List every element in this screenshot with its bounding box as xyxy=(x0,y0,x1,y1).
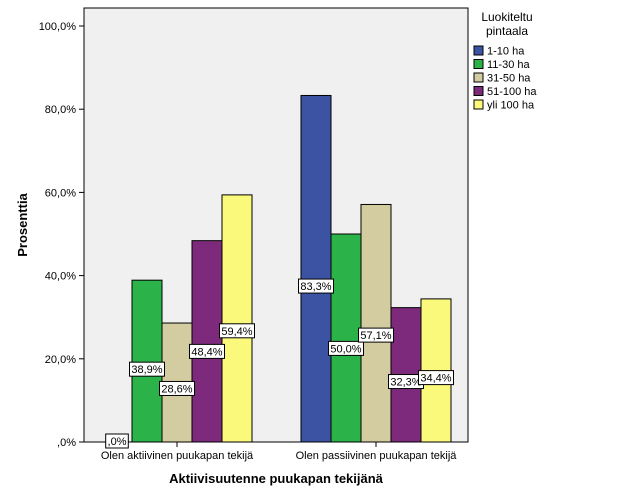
legend-item: 1-10 ha xyxy=(473,45,525,58)
x-axis-title: Aktiivisuutenne puukapan tekijänä xyxy=(169,471,384,486)
legend-title: Luokiteltu xyxy=(481,10,532,24)
data-label: 50,0% xyxy=(328,340,364,356)
bar xyxy=(131,279,163,443)
svg-text:83,3%: 83,3% xyxy=(300,281,331,293)
legend-item: 31-50 ha xyxy=(473,72,531,85)
svg-text:50,0%: 50,0% xyxy=(330,343,361,355)
svg-text:28,6%: 28,6% xyxy=(161,383,192,395)
data-label: 28,6% xyxy=(159,380,195,396)
data-label: 83,3% xyxy=(298,278,334,294)
legend-item: yli 100 ha xyxy=(473,99,535,112)
svg-text:32,3%: 32,3% xyxy=(390,377,421,389)
x-axis: Olen aktiivinen puukapan tekijä Olen pass… xyxy=(101,442,457,462)
legend-label: 11-30 ha xyxy=(487,59,530,71)
legend-item: 11-30 ha xyxy=(473,59,530,71)
bar xyxy=(330,233,362,443)
x-tick-label: Olen passiivinen puukapan tekijä xyxy=(296,450,458,462)
data-label: 57,1% xyxy=(358,327,394,343)
legend-swatch xyxy=(473,59,484,69)
legend-title-line2: pintaala xyxy=(486,24,528,38)
legend-swatch xyxy=(473,72,484,83)
y-axis-title: Prosenttia xyxy=(15,192,30,256)
data-label: ,0% xyxy=(105,433,129,449)
y-tick-label: 100,0% xyxy=(39,21,77,33)
bars xyxy=(131,94,452,443)
legend-swatch xyxy=(473,86,484,96)
bar xyxy=(300,94,332,443)
data-label: 48,4% xyxy=(189,343,225,359)
data-label: 34,4% xyxy=(418,370,454,386)
bar xyxy=(221,194,253,443)
svg-text:57,1%: 57,1% xyxy=(360,330,391,342)
y-axis: 100,0% 80,0% 60,0% 40,0% 20,0% ,0% xyxy=(39,21,84,449)
y-tick-label: ,0% xyxy=(57,437,76,449)
legend-label: 51-100 ha xyxy=(487,86,537,98)
x-tick-label: Olen aktiivinen puukapan tekijä xyxy=(101,450,254,462)
svg-text:,0%: ,0% xyxy=(108,436,127,448)
legend-label: 1-10 ha xyxy=(487,46,525,58)
data-label: 38,9% xyxy=(129,361,165,377)
legend-label: 31-50 ha xyxy=(487,73,531,85)
y-tick-label: 20,0% xyxy=(45,354,76,366)
legend-item: 51-100 ha xyxy=(473,86,537,98)
y-tick-label: 80,0% xyxy=(45,104,76,116)
data-label: 59,4% xyxy=(219,323,255,339)
svg-text:59,4%: 59,4% xyxy=(221,326,252,338)
svg-text:48,4%: 48,4% xyxy=(191,346,222,358)
y-tick-label: 60,0% xyxy=(45,187,76,199)
bar xyxy=(191,240,223,443)
y-tick-label: 40,0% xyxy=(45,271,76,283)
data-labels: ,0% 38,9% 28,6% 48,4% 59,4% 83,3% 50,0%57,1% 32… xyxy=(105,278,454,449)
legend-swatch xyxy=(473,45,484,56)
legend-swatch xyxy=(473,99,484,110)
legend-label: yli 100 ha xyxy=(487,100,535,112)
svg-text:34,4%: 34,4% xyxy=(420,373,451,385)
svg-text:38,9%: 38,9% xyxy=(131,364,162,376)
bar xyxy=(360,203,392,443)
